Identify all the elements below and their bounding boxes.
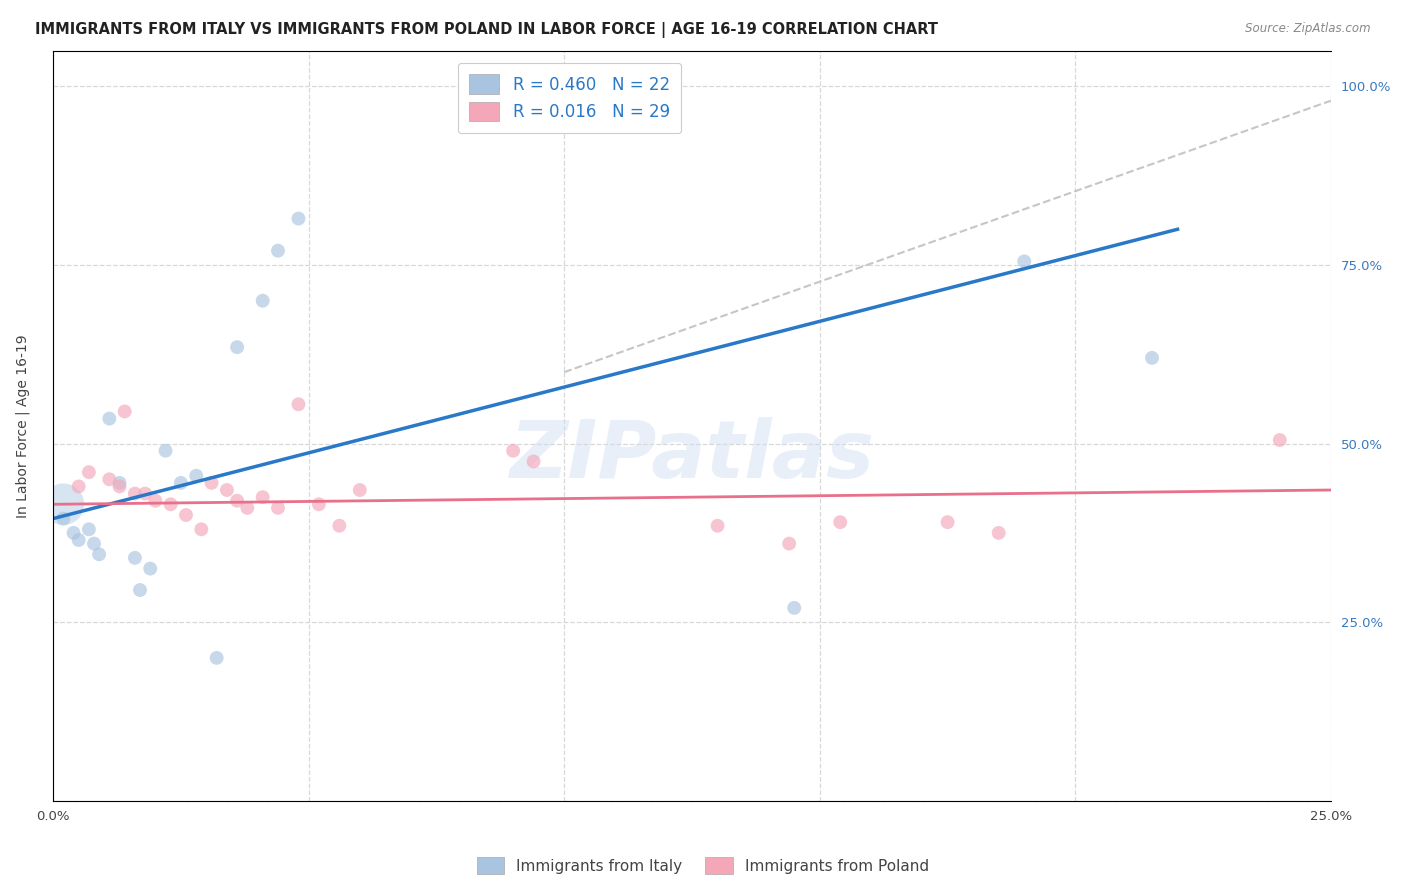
Point — [190, 522, 212, 536]
Point — [226, 493, 249, 508]
Point — [252, 293, 274, 308]
Text: Source: ZipAtlas.com: Source: ZipAtlas.com — [1246, 22, 1371, 36]
Point — [134, 486, 156, 500]
Text: IMMIGRANTS FROM ITALY VS IMMIGRANTS FROM POLAND IN LABOR FORCE | AGE 16-19 CORRE: IMMIGRANTS FROM ITALY VS IMMIGRANTS FROM… — [35, 22, 938, 38]
Point — [129, 582, 152, 597]
Point — [226, 340, 249, 354]
Point — [124, 486, 146, 500]
Point — [52, 511, 75, 525]
Text: ZIPatlas: ZIPatlas — [509, 417, 875, 495]
Point — [706, 518, 728, 533]
Point — [77, 465, 100, 479]
Point — [52, 497, 75, 511]
Point — [778, 536, 800, 550]
Point — [98, 411, 121, 425]
Point — [114, 404, 136, 418]
Point — [308, 497, 330, 511]
Point — [200, 475, 222, 490]
Point — [77, 522, 100, 536]
Point — [1268, 433, 1291, 447]
Point — [108, 475, 131, 490]
Point — [139, 561, 162, 575]
Point — [987, 525, 1010, 540]
Point — [502, 443, 524, 458]
Point — [159, 497, 181, 511]
Point — [83, 536, 105, 550]
Point — [215, 483, 238, 497]
Point — [155, 443, 177, 458]
Point — [98, 472, 121, 486]
Point — [830, 515, 852, 529]
Point — [252, 490, 274, 504]
Point — [267, 244, 290, 258]
Point — [522, 454, 544, 468]
Point — [349, 483, 371, 497]
Point — [936, 515, 959, 529]
Point — [1140, 351, 1163, 365]
Point — [186, 468, 208, 483]
Point — [170, 475, 193, 490]
Legend: R = 0.460   N = 22, R = 0.016   N = 29: R = 0.460 N = 22, R = 0.016 N = 29 — [457, 62, 682, 133]
Point — [287, 211, 309, 226]
Point — [328, 518, 350, 533]
Point — [287, 397, 309, 411]
Point — [143, 493, 166, 508]
Point — [267, 500, 290, 515]
Point — [108, 479, 131, 493]
Point — [174, 508, 197, 522]
Point — [124, 550, 146, 565]
Y-axis label: In Labor Force | Age 16-19: In Labor Force | Age 16-19 — [15, 334, 30, 517]
Point — [1012, 254, 1035, 268]
Point — [67, 479, 90, 493]
Point — [62, 525, 84, 540]
Point — [236, 500, 259, 515]
Point — [67, 533, 90, 547]
Point — [205, 651, 228, 665]
Legend: Immigrants from Italy, Immigrants from Poland: Immigrants from Italy, Immigrants from P… — [471, 851, 935, 880]
Point — [783, 600, 806, 615]
Point — [87, 547, 110, 561]
